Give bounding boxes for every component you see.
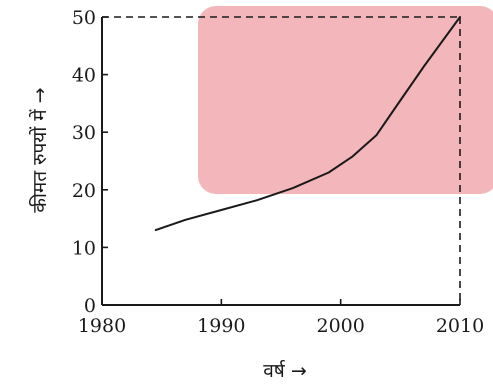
- y-tick-label: 30: [72, 122, 96, 144]
- x-tick-label: 2000: [316, 315, 364, 337]
- x-tick-label: 1980: [78, 315, 126, 337]
- axes: [101, 17, 460, 306]
- y-tick-label: 50: [72, 7, 96, 29]
- y-axis-title: कीमत रुपयों में →: [28, 87, 51, 212]
- y-tick-label: 10: [72, 237, 96, 259]
- dashed-guides: [102, 16, 461, 305]
- y-tick-label: 20: [72, 180, 96, 202]
- background-patch: [198, 6, 493, 194]
- y-axis-ticks: 0 10 20 30 40 50: [72, 7, 108, 317]
- x-tick-label: 2010: [436, 315, 484, 337]
- x-axis-ticks: 1980 1990 2000 2010: [78, 299, 484, 337]
- y-tick-label: 40: [72, 65, 96, 87]
- series-group: [154, 16, 461, 232]
- series-line: [154, 16, 461, 232]
- x-axis-title: वर्ष →: [263, 359, 307, 382]
- y-tick-label: 0: [84, 295, 96, 317]
- x-tick-label: 1990: [197, 315, 245, 337]
